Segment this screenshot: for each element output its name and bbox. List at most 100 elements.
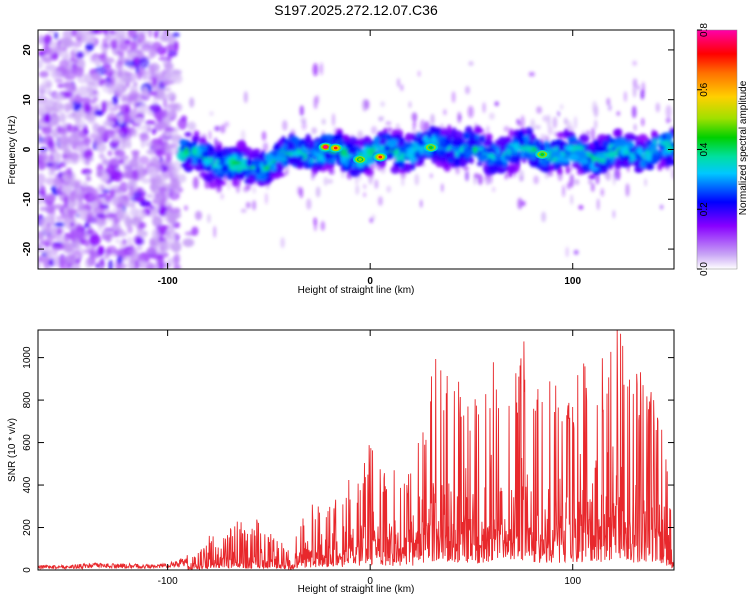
noise-blob — [38, 37, 44, 44]
band-blob — [476, 161, 483, 167]
colorbar: 0.0 0.2 0.4 0.6 0.8 Normalized spectral ampl… — [696, 23, 749, 276]
band-blob — [437, 149, 445, 153]
noise-blob — [65, 168, 71, 175]
faint-blob — [220, 193, 225, 200]
band-blob — [496, 166, 506, 174]
noise-blob — [164, 143, 172, 151]
noise-blob — [44, 242, 50, 248]
faint-blob — [606, 97, 611, 106]
faint-blob — [306, 198, 312, 210]
snr-y-tick-label: 0 — [22, 567, 33, 573]
noise-blob — [64, 219, 76, 230]
band-blob — [541, 157, 548, 167]
faint-blob — [542, 115, 549, 122]
noise-blob — [50, 185, 57, 191]
noise-blob — [42, 56, 53, 64]
noise-blob — [146, 193, 153, 199]
band-blob — [651, 130, 658, 138]
noise-blob — [135, 237, 145, 246]
noise-blob — [63, 208, 70, 215]
band-blob — [283, 142, 288, 153]
noise-blob — [141, 178, 152, 184]
band-blob — [349, 169, 361, 177]
band-blob — [576, 163, 581, 169]
faint-blob — [477, 174, 483, 186]
band-blob — [507, 164, 516, 175]
band-blob — [506, 148, 512, 153]
band-blob — [660, 159, 666, 168]
band-blob — [487, 160, 494, 165]
faint-blob — [374, 179, 379, 190]
noise-blob — [85, 42, 94, 52]
noise-blob — [161, 151, 170, 156]
noise-blob — [162, 97, 168, 109]
noise-blob — [92, 90, 98, 95]
noise-blob — [38, 173, 46, 185]
colorbar-tick-label: 0.0 — [699, 262, 710, 276]
band-blob — [207, 181, 217, 188]
faint-blob — [520, 115, 525, 129]
peak-spot — [378, 155, 383, 159]
band-blob — [512, 142, 520, 152]
faint-blob — [573, 116, 578, 129]
band-blob — [614, 128, 623, 137]
noise-blob — [117, 69, 123, 79]
faint-blob — [659, 204, 664, 210]
noise-blob — [177, 118, 188, 130]
noise-blob — [122, 200, 129, 208]
band-blob — [557, 155, 564, 161]
faint-blob — [441, 183, 444, 193]
faint-blob — [364, 99, 370, 110]
spectrogram-y-tick-label: -20 — [22, 241, 33, 256]
faint-blob — [605, 170, 611, 181]
band-blob — [497, 158, 504, 168]
noise-blob — [40, 224, 52, 236]
band-blob — [609, 137, 616, 145]
faint-blob — [540, 133, 546, 140]
faint-blob — [380, 101, 385, 107]
faint-blob — [504, 173, 508, 180]
noise-blob — [103, 254, 110, 260]
noise-blob — [54, 152, 62, 163]
noise-blob — [105, 194, 113, 203]
band-blob — [199, 171, 207, 178]
faint-blob — [644, 178, 647, 187]
faint-blob — [608, 104, 612, 111]
noise-blob — [118, 114, 124, 125]
band-blob — [212, 167, 219, 173]
noise-blob — [164, 127, 175, 132]
noise-blob — [98, 221, 103, 232]
snr-x-axis-label: Height of straight line (km) — [298, 584, 415, 595]
snr-y-tick-label: 800 — [22, 391, 33, 408]
faint-blob — [184, 205, 188, 211]
faint-blob — [474, 173, 480, 179]
band-blob — [539, 164, 550, 173]
band-blob — [236, 140, 247, 151]
noise-blob — [64, 242, 75, 253]
band-blob — [556, 162, 562, 169]
band-blob — [324, 134, 334, 142]
noise-blob — [55, 203, 63, 210]
spectrogram-y-tick-label: 0 — [22, 146, 33, 152]
faint-blob — [574, 179, 580, 186]
colorbar-tick-label: 0.6 — [699, 82, 710, 96]
noise-blob — [100, 257, 105, 268]
faint-blob — [655, 102, 660, 113]
noise-blob — [38, 257, 41, 269]
faint-blob — [362, 183, 367, 190]
faint-blob — [220, 124, 226, 134]
noise-blob — [117, 131, 125, 143]
faint-blob — [468, 61, 474, 66]
band-blob — [216, 173, 225, 179]
band-blob — [323, 152, 332, 160]
faint-blob — [492, 187, 496, 192]
noise-blob — [162, 58, 172, 69]
noise-blob — [84, 106, 91, 112]
faint-blob — [386, 185, 392, 193]
spectrogram-x-tick-label: 100 — [564, 276, 581, 287]
spectrogram-x-tick-label: -100 — [158, 276, 178, 287]
band-blob — [272, 155, 283, 162]
noise-blob — [51, 132, 58, 138]
